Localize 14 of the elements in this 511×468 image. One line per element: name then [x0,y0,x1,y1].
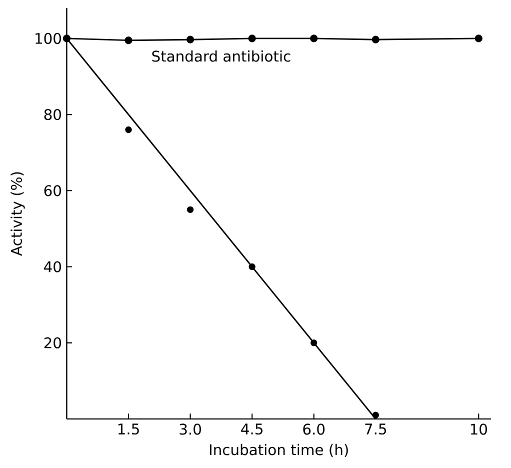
x-tick-label: 7.5 [365,424,386,434]
y-tick-label: 80 [44,108,62,120]
x-tick-label: 6.0 [303,424,325,435]
y-tick-label: 20 [44,337,62,348]
x-axis-title: Incubation time (h) [210,444,348,457]
y-tick-label: 40 [44,261,62,272]
series-label: Standard antibiotic [152,50,290,62]
y-tick-label: 60 [44,184,62,196]
y-tick-label: 100 [36,32,62,44]
y-axis-title: Activity (%) [10,172,25,256]
x-tick-label: 10 [470,424,487,435]
x-tick-label: 4.5 [241,424,262,434]
x-tick-label: 3.0 [180,424,201,435]
x-tick-label: 1.5 [118,424,139,434]
